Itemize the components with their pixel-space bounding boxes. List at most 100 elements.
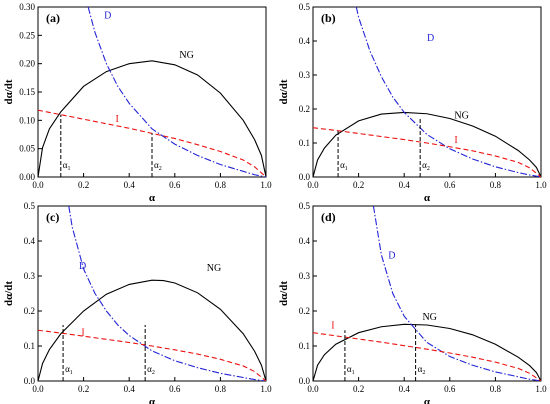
panel-c: 0.0 0.2 0.4 0.6 0.8 1.0 0.0 0.1 0.2 0.3 0.4 0.5 α dα/… [3,201,272,404]
x-tick-label: 0.2 [353,180,364,190]
x-axis-title: α [149,396,156,404]
y-tick-label: 0.1 [24,341,35,351]
series-line-ng [38,279,266,381]
plot-frame [312,6,542,178]
series-line-i [313,332,541,381]
y-tick-label: 0.0 [299,172,311,182]
x-tick-label: 0.0 [32,384,44,394]
series-line-d [355,7,541,177]
x-tick-label: 0.8 [215,180,227,190]
alpha-marker-label-2: α2 [422,160,430,172]
panel-a: 0.0 0.2 0.4 0.6 0.8 1.0 0.00 0.05 0.10 0.15 0.20 0.… [3,2,272,204]
y-tick-label: 0.0 [299,376,311,386]
y-tick-label: 0.3 [299,271,311,281]
series-line-i [38,109,266,177]
panel-label: (a) [46,11,60,25]
series-line-i [313,127,541,177]
x-tick-label: 0.0 [32,180,44,190]
y-tick-label: 0.4 [299,236,311,246]
curve-label-ng: NG [207,263,221,274]
x-tick-label: 0.8 [490,384,502,394]
panel-label: (c) [46,210,59,224]
curve-label-i: I [116,114,119,125]
y-axis-title: dα/dt [278,79,290,104]
series-line-ng [313,323,541,381]
series-line-d [87,7,266,177]
x-tick-label: 0.4 [124,384,136,394]
panel-label: (b) [321,11,336,25]
y-axis-title: dα/dt [3,281,15,306]
alpha-marker-label-2: α2 [154,160,162,172]
y-axis-title: dα/dt [3,79,15,104]
curve-label-d: D [388,251,395,262]
x-tick-label: 1.0 [260,384,272,394]
curve-label-d: D [79,261,86,272]
alpha-marker-label-1: α1 [63,160,71,172]
series-line-d [372,206,541,381]
y-tick-label: 0.5 [299,2,311,12]
alpha-marker-label-1: α1 [347,364,355,376]
x-tick-label: 0.4 [399,180,411,190]
series-line-ng [313,111,541,177]
x-tick-label: 0.6 [444,180,456,190]
y-tick-label: 0.2 [299,104,310,114]
x-tick-label: 0.2 [78,384,89,394]
panel-b: 0.0 0.2 0.4 0.6 0.8 1.0 0.0 0.1 0.2 0.3 0.4 0.5 α dα/… [278,2,547,204]
y-tick-label: 0.00 [19,172,35,182]
x-tick-label: 0.4 [399,384,411,394]
curve-label-d: D [427,33,434,44]
x-tick-label: 0.0 [307,180,319,190]
y-tick-label: 0.5 [299,201,311,211]
x-tick-label: 1.0 [260,180,272,190]
alpha-marker-label-2: α2 [418,364,426,376]
y-tick-label: 0.4 [24,236,36,246]
x-tick-label: 1.0 [535,180,547,190]
x-axis-title: α [149,192,156,204]
x-tick-label: 0.4 [124,180,136,190]
x-tick-label: 0.2 [78,180,89,190]
y-tick-label: 0.3 [24,271,36,281]
alpha-marker-label-1: α1 [65,364,73,376]
plot-frame [312,205,542,382]
series-line-d [68,206,266,381]
x-tick-label: 0.0 [307,384,319,394]
y-tick-label: 0.20 [19,59,35,69]
y-tick-label: 0.2 [299,306,310,316]
y-tick-label: 0.2 [24,306,35,316]
x-tick-label: 0.2 [353,384,364,394]
x-tick-label: 0.6 [169,384,181,394]
y-tick-label: 0.1 [299,138,310,148]
y-tick-label: 0.4 [299,36,311,46]
panel-d: 0.0 0.2 0.4 0.6 0.8 1.0 0.0 0.1 0.2 0.3 0.4 0.5 α dα/… [278,201,547,404]
y-tick-label: 0.5 [24,201,36,211]
y-tick-label: 0.1 [299,341,310,351]
x-tick-label: 0.6 [444,384,456,394]
curve-label-i: I [81,328,84,339]
x-tick-label: 0.8 [215,384,227,394]
panel-label: (d) [321,210,336,224]
alpha-marker-label-2: α2 [147,364,155,376]
plot-frame [37,205,267,382]
y-axis-title: dα/dt [278,281,290,306]
x-tick-label: 0.6 [169,180,181,190]
x-tick-label: 0.8 [490,180,502,190]
x-axis-title: α [424,396,431,404]
y-tick-label: 0.05 [19,144,35,154]
curve-label-i: I [331,321,334,332]
x-axis-title: α [424,192,431,204]
y-tick-label: 0.0 [24,376,36,386]
y-tick-label: 0.30 [19,2,35,12]
curve-label-ng: NG [454,111,468,122]
y-tick-label: 0.3 [299,70,311,80]
y-tick-label: 0.15 [19,87,35,97]
curve-label-i: I [454,135,457,146]
series-line-i [38,329,266,381]
curve-label-ng: NG [422,312,436,323]
series-line-ng [38,60,266,177]
y-tick-label: 0.10 [19,115,35,125]
curve-label-d: D [104,10,111,21]
curve-label-ng: NG [179,50,193,61]
y-tick-label: 0.25 [19,30,35,40]
x-tick-label: 1.0 [535,384,547,394]
